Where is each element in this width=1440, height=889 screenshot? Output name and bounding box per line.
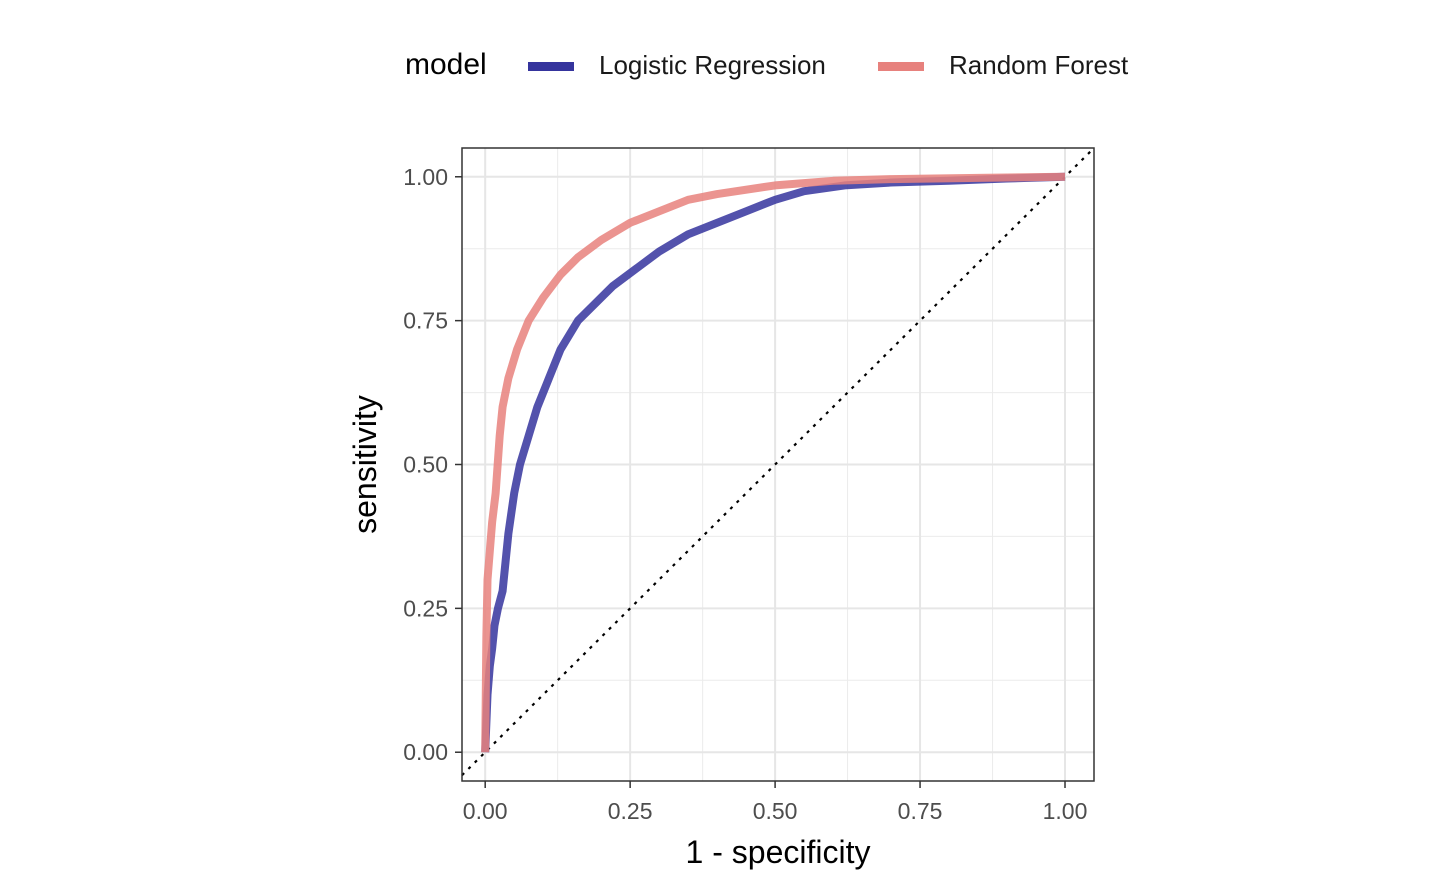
- x-axis: 0.00 0.25 0.50 0.75 1.00: [463, 781, 1088, 824]
- reference-diagonal-line: [461, 147, 1095, 777]
- roc-line-logistic-regression: [481, 172, 1066, 753]
- x-axis-title: 1 - specificity: [686, 834, 871, 870]
- roc-line-random-forest: [481, 172, 1066, 753]
- legend-label-logistic-regression: Logistic Regression: [599, 50, 826, 80]
- x-tick-label: 0.50: [753, 798, 798, 824]
- legend-key-random-forest: [878, 62, 924, 71]
- y-tick-label: 0.25: [403, 595, 448, 621]
- x-tick-label: 1.00: [1043, 798, 1088, 824]
- y-tick-label: 1.00: [403, 164, 448, 190]
- legend-key-logistic-regression: [528, 62, 574, 71]
- x-tick-label: 0.00: [463, 798, 508, 824]
- series-layer: [481, 172, 1066, 753]
- y-axis-title: sensitivity: [347, 395, 383, 534]
- y-tick-label: 0.00: [403, 739, 448, 765]
- x-tick-label: 0.25: [608, 798, 653, 824]
- y-axis: 0.00 0.25 0.50 0.75 1.00: [403, 164, 462, 765]
- legend-label-random-forest: Random Forest: [949, 50, 1129, 80]
- y-tick-label: 0.50: [403, 452, 448, 478]
- legend: model Logistic Regression Random Forest: [0, 0, 1440, 130]
- x-tick-label: 0.75: [898, 798, 943, 824]
- y-tick-label: 0.75: [403, 308, 448, 334]
- legend-title: model: [405, 48, 487, 81]
